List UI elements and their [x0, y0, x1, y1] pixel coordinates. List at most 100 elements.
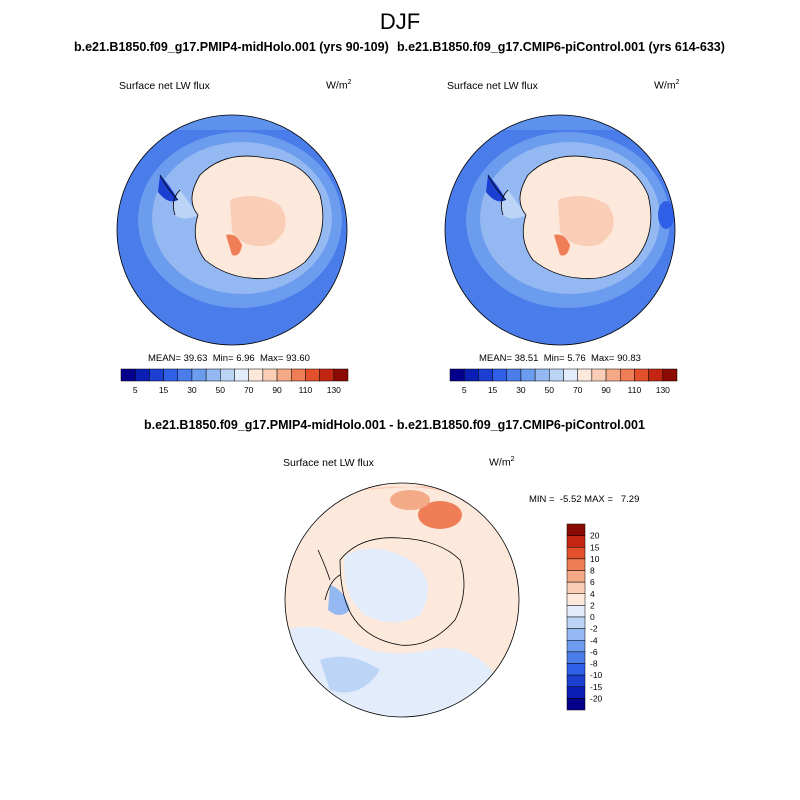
colorbar-box: [662, 368, 678, 382]
colorbar-box: [566, 547, 586, 560]
diff-map: [285, 483, 519, 717]
panel-1-colorbar: 5 15 30 50 70 90 110 130: [120, 368, 349, 395]
colorbar-box: [648, 368, 664, 382]
colorbar-box: [566, 570, 586, 583]
colorbar-tick-label: 15: [488, 385, 498, 395]
panel-1-map-border: [116, 114, 348, 346]
colorbar-tick-label: 4: [590, 589, 595, 599]
colorbar-box: [566, 640, 586, 653]
panel-2-map-border: [444, 114, 676, 346]
panel-1-map: [117, 115, 347, 345]
colorbar-box: [463, 368, 479, 382]
colorbar-box: [566, 581, 586, 594]
panel-2-coastline: [487, 155, 652, 280]
plateau-warm: [230, 196, 286, 247]
colorbar-box: [506, 368, 522, 382]
colorbar-box: [333, 368, 349, 382]
ross-warm: [554, 234, 570, 256]
colorbar-box: [563, 368, 578, 382]
colorbar-box: [177, 368, 193, 382]
peninsula-region: [173, 190, 198, 219]
colorbar-box: [534, 368, 550, 382]
panel-2-colorbar: 5 15 30 50 70 90 110 130: [449, 368, 678, 395]
diff-cool-south: [285, 626, 500, 717]
colorbar-box: [566, 674, 586, 687]
colorbar-tick-label: -20: [590, 693, 603, 703]
diff-peninsula-cold: [328, 585, 350, 615]
colorbar-box: [319, 368, 335, 382]
colorbar-box: [566, 686, 586, 699]
colorbar-box: [120, 368, 136, 382]
colorbar-tick-label: 5: [462, 385, 467, 395]
diff-stats: MIN = -5.52 MAX = 7.29: [529, 494, 640, 505]
panel-1-coastline: [159, 155, 324, 280]
colorbar-tick-label: 30: [516, 385, 526, 395]
colorbar-tick-label: -4: [590, 635, 598, 645]
colorbar-box: [566, 605, 586, 618]
diff-hot-spot: [418, 501, 462, 529]
colorbar-tick-label: 110: [628, 385, 642, 395]
colorbar-tick-label: 130: [656, 385, 670, 395]
colorbar-tick-label: 15: [159, 385, 169, 395]
colorbar-tick-label: -2: [590, 624, 598, 634]
colorbar-box: [520, 368, 536, 382]
colorbar-box: [449, 368, 465, 382]
colorbar-box: [566, 651, 586, 664]
colorbar-box: [149, 368, 164, 382]
colorbar-box: [577, 368, 593, 382]
colorbar-tick-label: 90: [601, 385, 611, 395]
colorbar-box: [634, 368, 649, 382]
diff-units-label: W/m2: [489, 456, 515, 469]
colorbar-tick-label: -15: [590, 682, 603, 692]
colorbar-box: [478, 368, 493, 382]
colorbar-tick-label: -10: [590, 670, 603, 680]
panel-2-case-title: b.e21.B1850.f09_g17.CMIP6-piControl.001 …: [397, 40, 725, 54]
colorbar-box: [566, 558, 586, 571]
panel-1-units-label: W/m2: [326, 79, 352, 92]
colorbar-box: [492, 368, 507, 382]
peninsula-region: [501, 190, 526, 219]
colorbar-box: [291, 368, 306, 382]
colorbar-tick-label: 50: [216, 385, 226, 395]
colorbar-tick-label: 110: [299, 385, 313, 395]
colorbar-tick-label: 2: [590, 600, 595, 610]
colorbar-box: [248, 368, 264, 382]
colorbar-tick-label: 70: [244, 385, 254, 395]
colorbar-tick-label: 8: [590, 566, 595, 576]
colorbar-tick-label: 15: [590, 542, 600, 552]
colorbar-box: [262, 368, 278, 382]
colorbar-tick-label: 50: [545, 385, 555, 395]
colorbar-box: [134, 368, 150, 382]
panel-1-variable-label: Surface net LW flux: [119, 80, 210, 92]
diff-case-title: b.e21.B1850.f09_g17.PMIP4-midHolo.001 - …: [144, 418, 645, 432]
colorbar-box: [605, 368, 621, 382]
colorbar-box: [205, 368, 221, 382]
colorbar-tick-label: 0: [590, 612, 595, 622]
colorbar-box: [276, 368, 292, 382]
colorbar-tick-label: 30: [187, 385, 197, 395]
panel-2-map: [445, 115, 675, 345]
diff-coastline: [317, 537, 465, 646]
ross-warm: [226, 234, 242, 256]
colorbar-box: [191, 368, 207, 382]
colorbar-box: [305, 368, 320, 382]
colorbar-box: [566, 523, 586, 536]
diff-warm-spot: [390, 490, 430, 510]
colorbar-tick-label: 90: [272, 385, 282, 395]
colorbar-tick-label: 6: [590, 577, 595, 587]
colorbar-box: [163, 368, 178, 382]
colorbar-tick-label: 10: [590, 554, 600, 564]
colorbar-box: [566, 593, 586, 606]
panel-2-units-label: W/m2: [654, 79, 680, 92]
panel-1-case-title: b.e21.B1850.f09_g17.PMIP4-midHolo.001 (y…: [74, 40, 389, 54]
colorbar-tick-label: -8: [590, 659, 598, 669]
colorbar-box: [234, 368, 249, 382]
panel-1-stats: MEAN= 39.63 Min= 6.96 Max= 93.60: [148, 353, 310, 364]
colorbar-box: [549, 368, 564, 382]
colorbar-box: [566, 535, 586, 548]
colorbar-tick-label: 20: [590, 531, 600, 541]
colorbar-box: [566, 628, 586, 641]
figure-title: DJF: [379, 9, 421, 34]
plateau-warm: [558, 196, 614, 247]
